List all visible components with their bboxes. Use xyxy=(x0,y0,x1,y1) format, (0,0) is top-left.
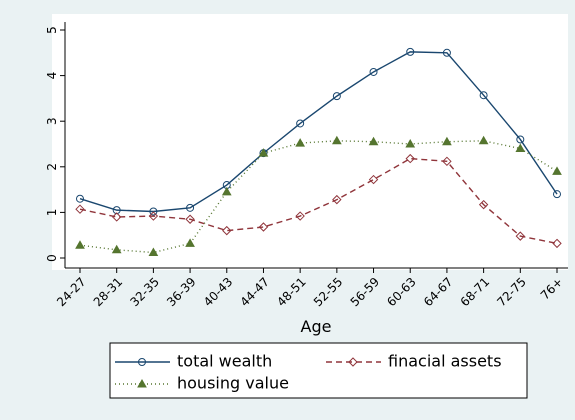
marker xyxy=(405,153,415,164)
marker xyxy=(185,238,195,247)
marker xyxy=(148,247,159,257)
marker xyxy=(222,225,232,236)
legend-marker xyxy=(137,378,147,388)
marker xyxy=(221,186,232,196)
marker xyxy=(149,207,158,216)
marker xyxy=(75,240,85,249)
marker xyxy=(148,211,159,221)
line xyxy=(79,140,558,254)
y-tick-label: 3 xyxy=(45,117,59,125)
marker xyxy=(296,119,305,128)
marker xyxy=(185,214,195,224)
marker xyxy=(405,138,416,148)
marker xyxy=(553,190,561,199)
marker xyxy=(552,238,562,249)
y-tick-label: 4 xyxy=(45,72,59,80)
marker xyxy=(186,203,195,212)
marker xyxy=(442,156,452,167)
marker xyxy=(369,67,378,76)
marker xyxy=(478,135,489,145)
marker xyxy=(75,204,85,214)
marker xyxy=(516,135,525,144)
legend-label: total wealth xyxy=(177,352,272,371)
marker xyxy=(552,166,562,175)
marker xyxy=(442,136,452,146)
marker xyxy=(406,47,415,56)
marker xyxy=(258,222,269,232)
legend-label: housing value xyxy=(177,374,289,393)
marker xyxy=(442,48,451,57)
y-tick-label: 0 xyxy=(45,254,59,262)
marker xyxy=(368,136,379,146)
legend-marker xyxy=(348,357,358,367)
line xyxy=(79,51,558,213)
legend xyxy=(109,342,528,399)
marker xyxy=(295,211,305,221)
marker xyxy=(515,143,526,153)
marker xyxy=(515,231,526,241)
marker xyxy=(368,174,379,185)
y-tick-label: 1 xyxy=(45,209,59,217)
marker xyxy=(111,244,122,254)
x-axis-label: Age xyxy=(301,317,332,336)
marker xyxy=(76,194,84,203)
marker xyxy=(479,91,488,100)
marker xyxy=(258,148,269,157)
marker xyxy=(331,135,342,145)
marker xyxy=(295,138,306,147)
marker xyxy=(111,212,122,222)
line xyxy=(79,157,558,245)
legend-label: finacial assets xyxy=(388,352,502,371)
marker xyxy=(478,199,489,210)
legend-marker xyxy=(138,358,146,366)
marker xyxy=(332,92,341,101)
y-tick-label: 5 xyxy=(45,26,59,34)
marker xyxy=(332,194,342,205)
y-tick-label: 2 xyxy=(45,163,59,171)
